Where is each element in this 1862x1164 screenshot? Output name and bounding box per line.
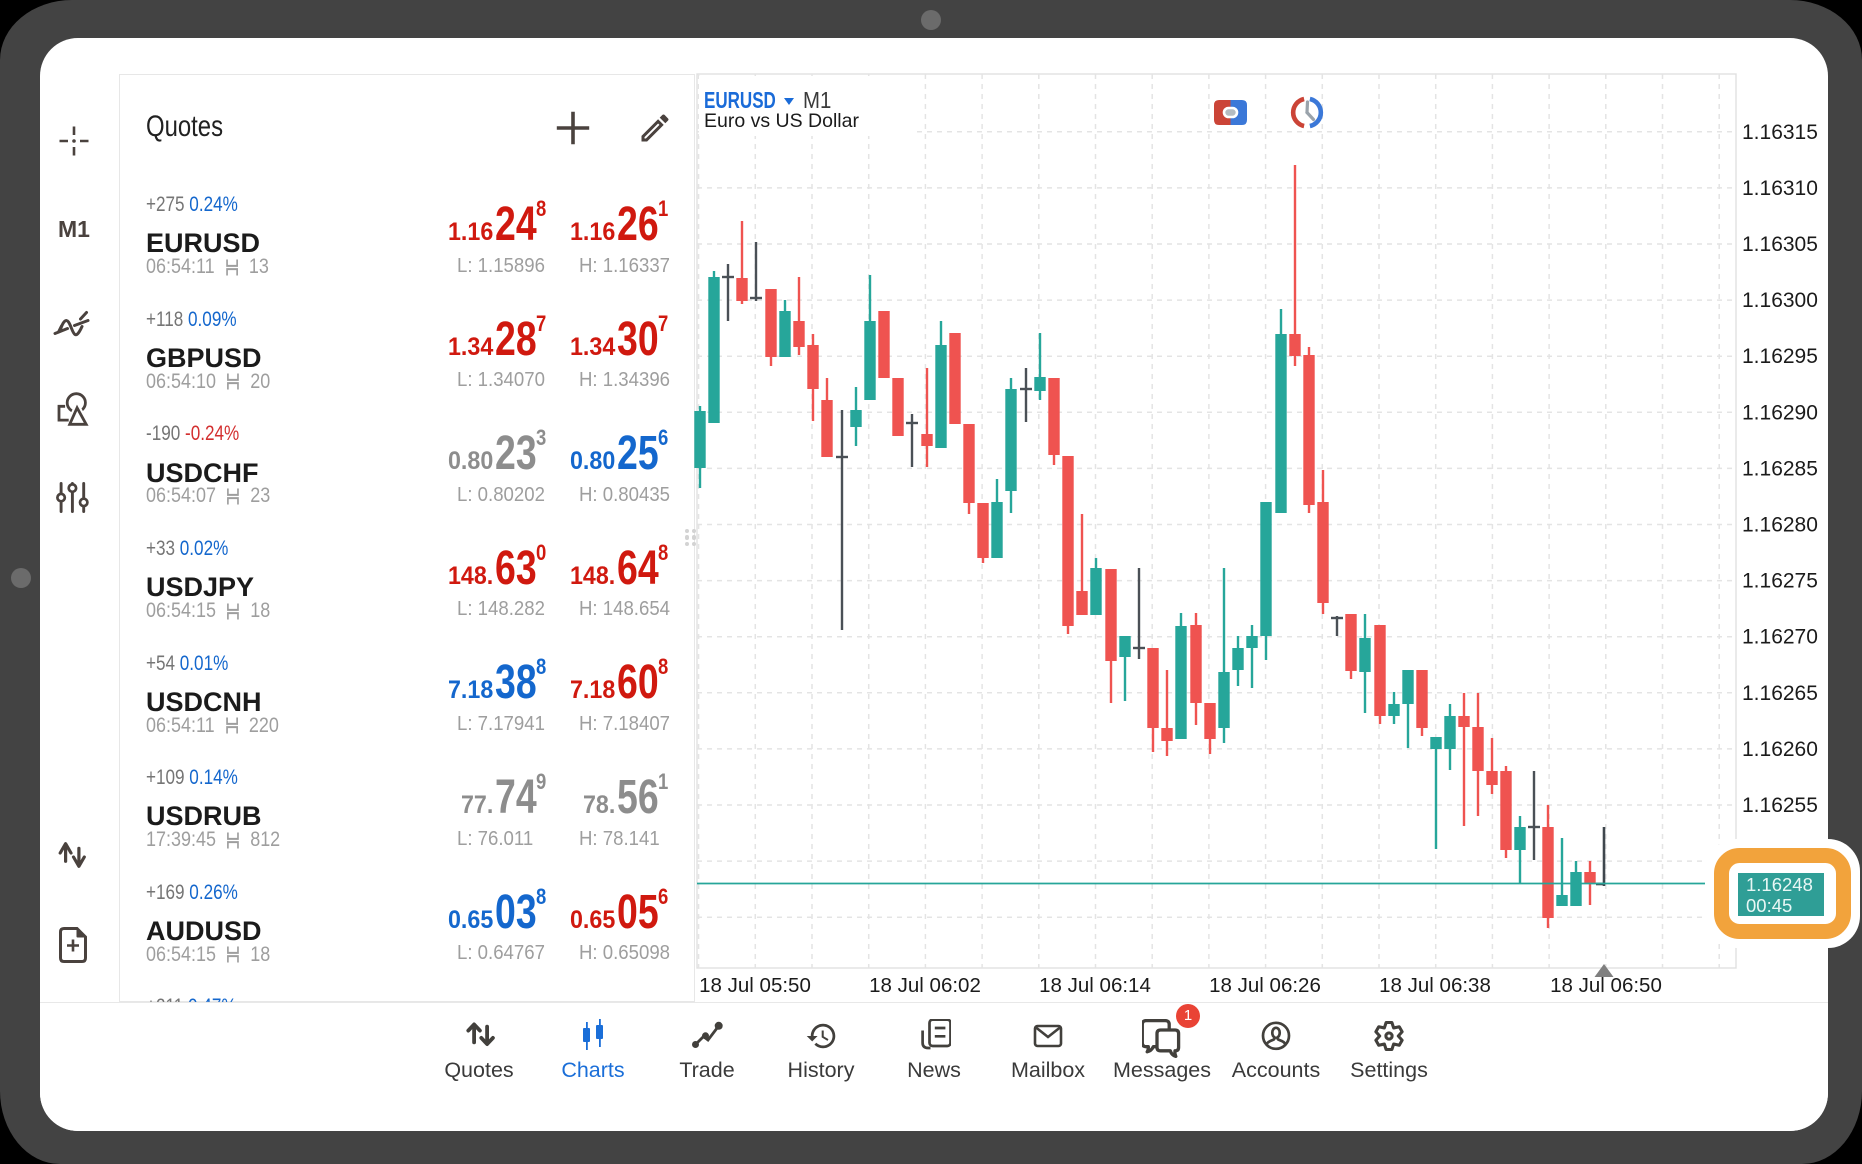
svg-text:1.16248: 1.16248 <box>1746 874 1813 895</box>
svg-text:00:45: 00:45 <box>1746 895 1792 916</box>
svg-text:1.16280: 1.16280 <box>1742 514 1818 537</box>
svg-text:1.16315: 1.16315 <box>1742 121 1818 144</box>
svg-text:1.16300: 1.16300 <box>1742 289 1818 312</box>
svg-text:18 Jul 06:38: 18 Jul 06:38 <box>1379 974 1491 997</box>
svg-text:1.16270: 1.16270 <box>1742 626 1818 649</box>
svg-text:1.16290: 1.16290 <box>1742 401 1818 424</box>
svg-text:1.16265: 1.16265 <box>1742 682 1818 705</box>
svg-text:18 Jul 06:26: 18 Jul 06:26 <box>1209 974 1321 997</box>
svg-text:1.16255: 1.16255 <box>1742 794 1818 817</box>
svg-text:18 Jul 06:02: 18 Jul 06:02 <box>869 974 981 997</box>
svg-text:1.16295: 1.16295 <box>1742 345 1818 368</box>
svg-text:1.16305: 1.16305 <box>1742 233 1818 256</box>
svg-text:1.16310: 1.16310 <box>1742 177 1818 200</box>
svg-text:18 Jul 06:14: 18 Jul 06:14 <box>1039 974 1151 997</box>
svg-text:1.16285: 1.16285 <box>1742 457 1818 480</box>
svg-text:18 Jul 06:50: 18 Jul 06:50 <box>1550 974 1662 997</box>
svg-text:18 Jul 05:50: 18 Jul 05:50 <box>699 974 811 997</box>
svg-text:1.16260: 1.16260 <box>1742 738 1818 761</box>
svg-text:1.16275: 1.16275 <box>1742 570 1818 593</box>
